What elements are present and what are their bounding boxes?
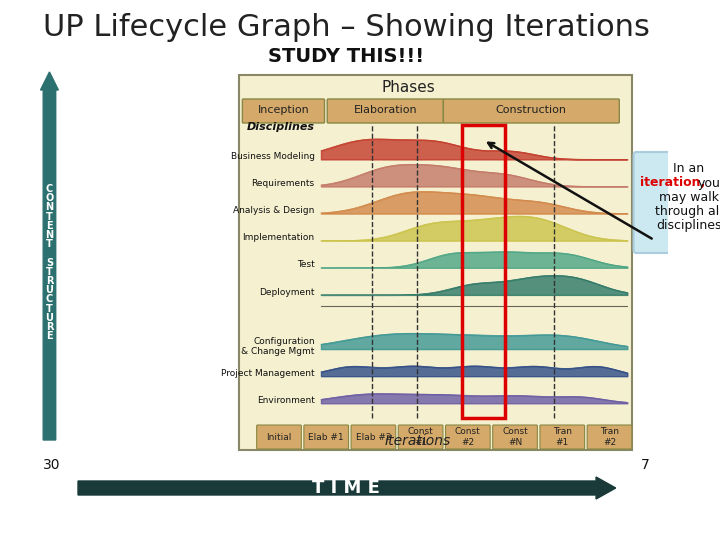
Text: disciplines: disciplines [656,219,720,232]
FancyBboxPatch shape [446,425,490,449]
Text: through all: through all [655,205,720,218]
Text: Project Management: Project Management [221,369,315,378]
FancyBboxPatch shape [444,99,619,123]
Text: In an: In an [673,163,705,176]
FancyBboxPatch shape [398,425,443,449]
FancyBboxPatch shape [327,99,444,123]
Text: Tran
#2: Tran #2 [600,427,619,447]
Text: T I M E: T I M E [312,479,380,497]
FancyBboxPatch shape [492,425,537,449]
FancyBboxPatch shape [256,425,302,449]
FancyArrow shape [40,72,58,440]
Text: STUDY THIS!!!: STUDY THIS!!! [268,46,424,65]
Text: C
O
N
T
E
N
T
 
S
T
R
U
C
T
U
R
E: C O N T E N T S T R U C T U R E [45,184,53,341]
Text: UP Lifecycle Graph – Showing Iterations: UP Lifecycle Graph – Showing Iterations [42,14,649,43]
Text: iteration,: iteration, [640,177,706,190]
Bar [239,75,631,450]
Text: Disciplines: Disciplines [247,122,315,132]
Text: Initial: Initial [266,433,292,442]
Text: Elab #1: Elab #1 [308,433,344,442]
Text: Const
#2: Const #2 [455,427,481,447]
Text: Inception: Inception [258,105,310,115]
FancyArrow shape [78,477,616,499]
Text: Const
#N: Const #N [502,427,528,447]
Text: Deployment: Deployment [259,287,315,296]
FancyBboxPatch shape [540,425,585,449]
Text: Phases: Phases [382,79,436,94]
FancyBboxPatch shape [351,425,396,449]
Text: Iterations: Iterations [384,434,451,448]
FancyBboxPatch shape [587,425,631,449]
Text: Implementation: Implementation [243,233,315,242]
Text: Configuration
& Change Mgmt: Configuration & Change Mgmt [241,336,315,356]
FancyBboxPatch shape [304,425,348,449]
Text: Environment: Environment [257,396,315,405]
Text: Business Modeling: Business Modeling [230,152,315,161]
Text: may walk: may walk [659,191,719,204]
Bar [462,125,505,418]
Text: 30: 30 [42,458,60,472]
Text: Tran
#1: Tran #1 [553,427,572,447]
Text: Test: Test [297,260,315,269]
Text: Requirements: Requirements [251,179,315,188]
Text: 7: 7 [641,458,649,472]
Text: Construction: Construction [496,105,567,115]
Text: Elab #2: Elab #2 [356,433,391,442]
Text: Analysis & Design: Analysis & Design [233,206,315,215]
FancyBboxPatch shape [243,99,325,123]
Text: you: you [697,177,720,190]
Text: Elaboration: Elaboration [354,105,417,115]
Text: Const
#1: Const #1 [408,427,433,447]
FancyBboxPatch shape [634,152,720,253]
